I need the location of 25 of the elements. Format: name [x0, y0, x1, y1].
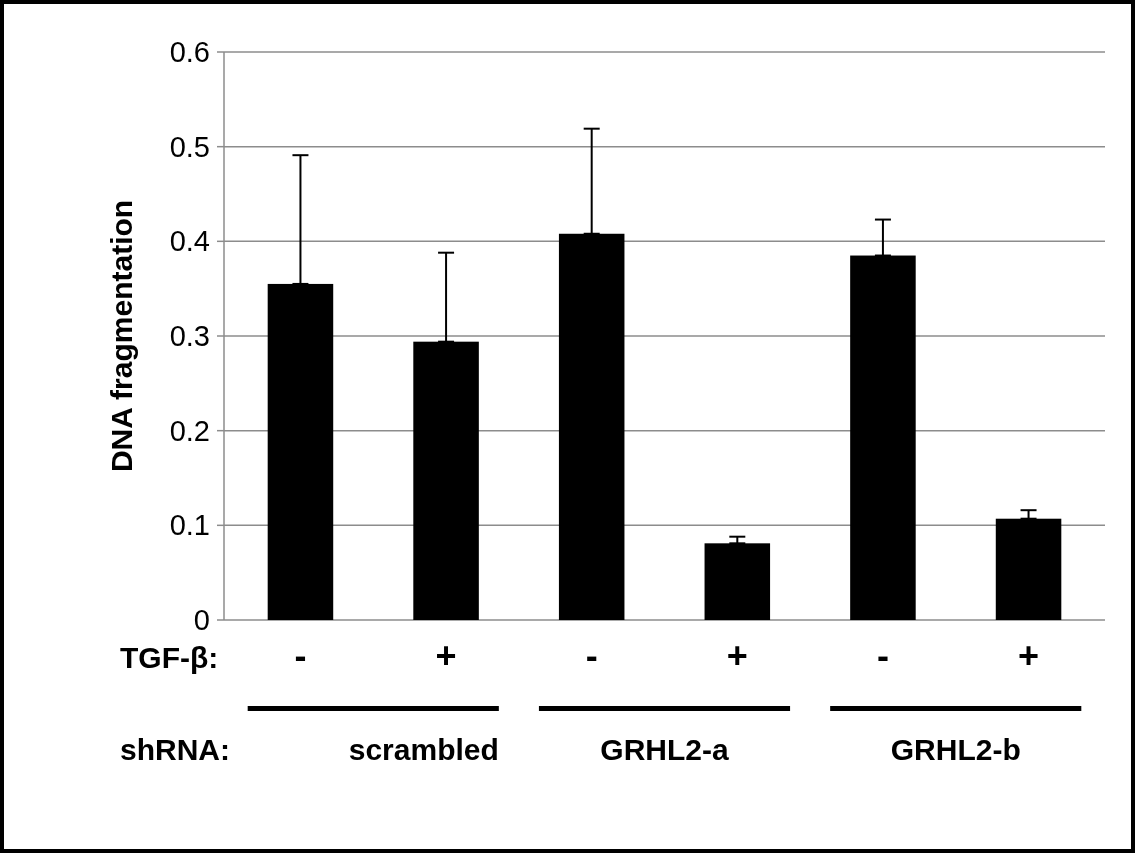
text: TGF-β:: [120, 641, 219, 674]
x-tick-label: -: [585, 635, 598, 676]
text: shRNA:: [120, 733, 230, 766]
bar: [850, 255, 916, 620]
y-tick-label: 0.2: [169, 414, 210, 447]
bar: [413, 341, 479, 620]
y-axis-title: DNA fragmentation: [105, 199, 138, 473]
bar: [558, 233, 625, 620]
text: GRHL2-a: [600, 733, 729, 766]
y-tick-label: 0.1: [169, 509, 210, 542]
x-tick-label: -: [876, 635, 889, 676]
y-tick-label: 0: [193, 604, 210, 637]
text: GRHL2-b: [890, 733, 1021, 766]
x-tick-label: -: [294, 635, 307, 676]
y-tick-label: 0.3: [169, 320, 210, 353]
x-tick-label: +: [1018, 635, 1040, 676]
text: scrambled: [348, 733, 499, 766]
bar: [704, 543, 771, 620]
y-tick-label: 0.5: [169, 130, 210, 163]
bar: [995, 518, 1062, 620]
y-tick-label: 0.6: [169, 36, 210, 69]
y-tick-label: 0.4: [169, 225, 210, 258]
x-tick-label: +: [726, 635, 748, 676]
x-tick-label: +: [435, 635, 457, 676]
bar: [267, 283, 334, 620]
